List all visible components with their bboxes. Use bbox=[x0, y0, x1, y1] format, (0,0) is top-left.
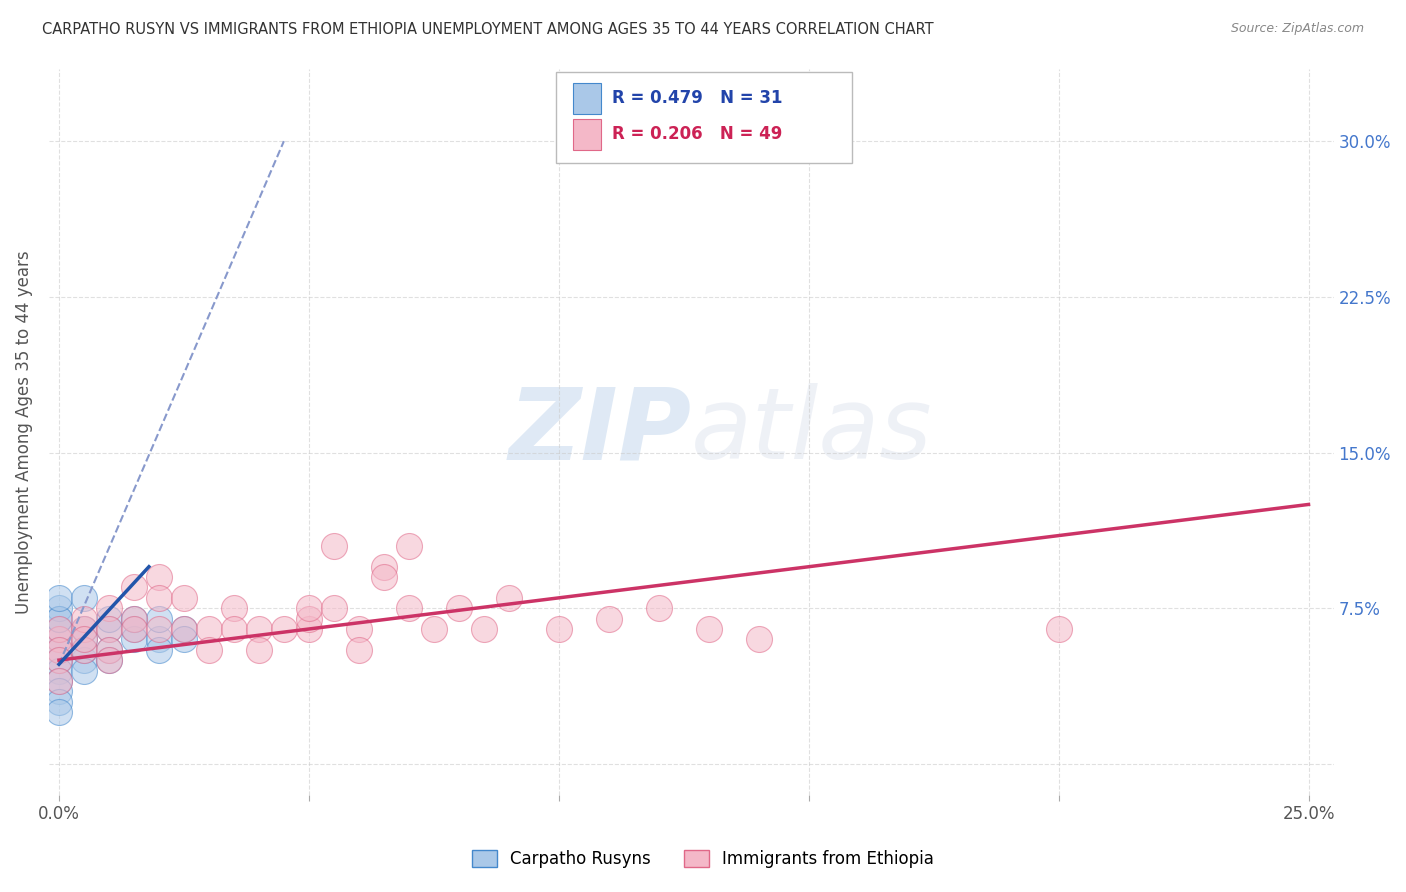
Point bbox=[122, 632, 145, 647]
Point bbox=[222, 601, 245, 615]
Point bbox=[73, 642, 96, 657]
Point bbox=[148, 612, 170, 626]
Point bbox=[48, 622, 70, 636]
Text: R = 0.206   N = 49: R = 0.206 N = 49 bbox=[612, 125, 782, 143]
Point bbox=[148, 570, 170, 584]
Point bbox=[122, 612, 145, 626]
Point bbox=[48, 653, 70, 667]
Point bbox=[298, 622, 321, 636]
Y-axis label: Unemployment Among Ages 35 to 44 years: Unemployment Among Ages 35 to 44 years bbox=[15, 250, 32, 614]
Point bbox=[148, 642, 170, 657]
Text: atlas: atlas bbox=[692, 384, 932, 480]
Point bbox=[97, 622, 120, 636]
Point bbox=[1047, 622, 1070, 636]
Point bbox=[73, 632, 96, 647]
Point bbox=[173, 591, 195, 605]
Point bbox=[148, 622, 170, 636]
Point bbox=[373, 570, 395, 584]
Point bbox=[73, 664, 96, 678]
Point bbox=[122, 622, 145, 636]
Point bbox=[97, 601, 120, 615]
Point bbox=[73, 653, 96, 667]
Point bbox=[122, 622, 145, 636]
FancyBboxPatch shape bbox=[557, 72, 852, 163]
Point bbox=[48, 612, 70, 626]
Point bbox=[398, 539, 420, 553]
Point bbox=[97, 622, 120, 636]
Point bbox=[73, 622, 96, 636]
Point bbox=[423, 622, 446, 636]
Point bbox=[48, 632, 70, 647]
Point bbox=[122, 612, 145, 626]
Point bbox=[122, 581, 145, 595]
Point bbox=[97, 612, 120, 626]
Point bbox=[97, 653, 120, 667]
Point bbox=[48, 612, 70, 626]
FancyBboxPatch shape bbox=[574, 83, 602, 113]
Legend: Carpatho Rusyns, Immigrants from Ethiopia: Carpatho Rusyns, Immigrants from Ethiopi… bbox=[465, 843, 941, 875]
Point bbox=[697, 622, 720, 636]
Point bbox=[347, 622, 370, 636]
Point bbox=[48, 705, 70, 719]
Point bbox=[173, 622, 195, 636]
Text: ZIP: ZIP bbox=[508, 384, 692, 480]
Point bbox=[48, 591, 70, 605]
Point bbox=[48, 684, 70, 698]
Point bbox=[347, 642, 370, 657]
Point bbox=[148, 632, 170, 647]
Point bbox=[48, 601, 70, 615]
Point bbox=[48, 653, 70, 667]
Point bbox=[198, 622, 221, 636]
Point bbox=[247, 642, 270, 657]
Point bbox=[48, 664, 70, 678]
Point bbox=[73, 622, 96, 636]
Point bbox=[73, 632, 96, 647]
Point bbox=[273, 622, 295, 636]
Point bbox=[73, 642, 96, 657]
Point bbox=[472, 622, 495, 636]
FancyBboxPatch shape bbox=[574, 120, 602, 150]
Point bbox=[97, 642, 120, 657]
Point bbox=[322, 539, 344, 553]
Point bbox=[322, 601, 344, 615]
Point bbox=[247, 622, 270, 636]
Point bbox=[173, 622, 195, 636]
Text: CARPATHO RUSYN VS IMMIGRANTS FROM ETHIOPIA UNEMPLOYMENT AMONG AGES 35 TO 44 YEAR: CARPATHO RUSYN VS IMMIGRANTS FROM ETHIOP… bbox=[42, 22, 934, 37]
Point bbox=[48, 673, 70, 688]
Point bbox=[598, 612, 620, 626]
Text: Source: ZipAtlas.com: Source: ZipAtlas.com bbox=[1230, 22, 1364, 36]
Point bbox=[97, 653, 120, 667]
Point bbox=[547, 622, 569, 636]
Point bbox=[447, 601, 470, 615]
Point bbox=[298, 612, 321, 626]
Point bbox=[48, 622, 70, 636]
Point bbox=[97, 642, 120, 657]
Point bbox=[48, 642, 70, 657]
Point bbox=[398, 601, 420, 615]
Point bbox=[373, 559, 395, 574]
Point bbox=[48, 632, 70, 647]
Point bbox=[73, 591, 96, 605]
Point bbox=[198, 642, 221, 657]
Point bbox=[298, 601, 321, 615]
Text: R = 0.479   N = 31: R = 0.479 N = 31 bbox=[612, 88, 782, 106]
Point bbox=[173, 632, 195, 647]
Point bbox=[748, 632, 770, 647]
Point bbox=[148, 591, 170, 605]
Point bbox=[222, 622, 245, 636]
Point bbox=[73, 612, 96, 626]
Point bbox=[48, 642, 70, 657]
Point bbox=[648, 601, 671, 615]
Point bbox=[48, 673, 70, 688]
Point bbox=[48, 695, 70, 709]
Point bbox=[498, 591, 520, 605]
